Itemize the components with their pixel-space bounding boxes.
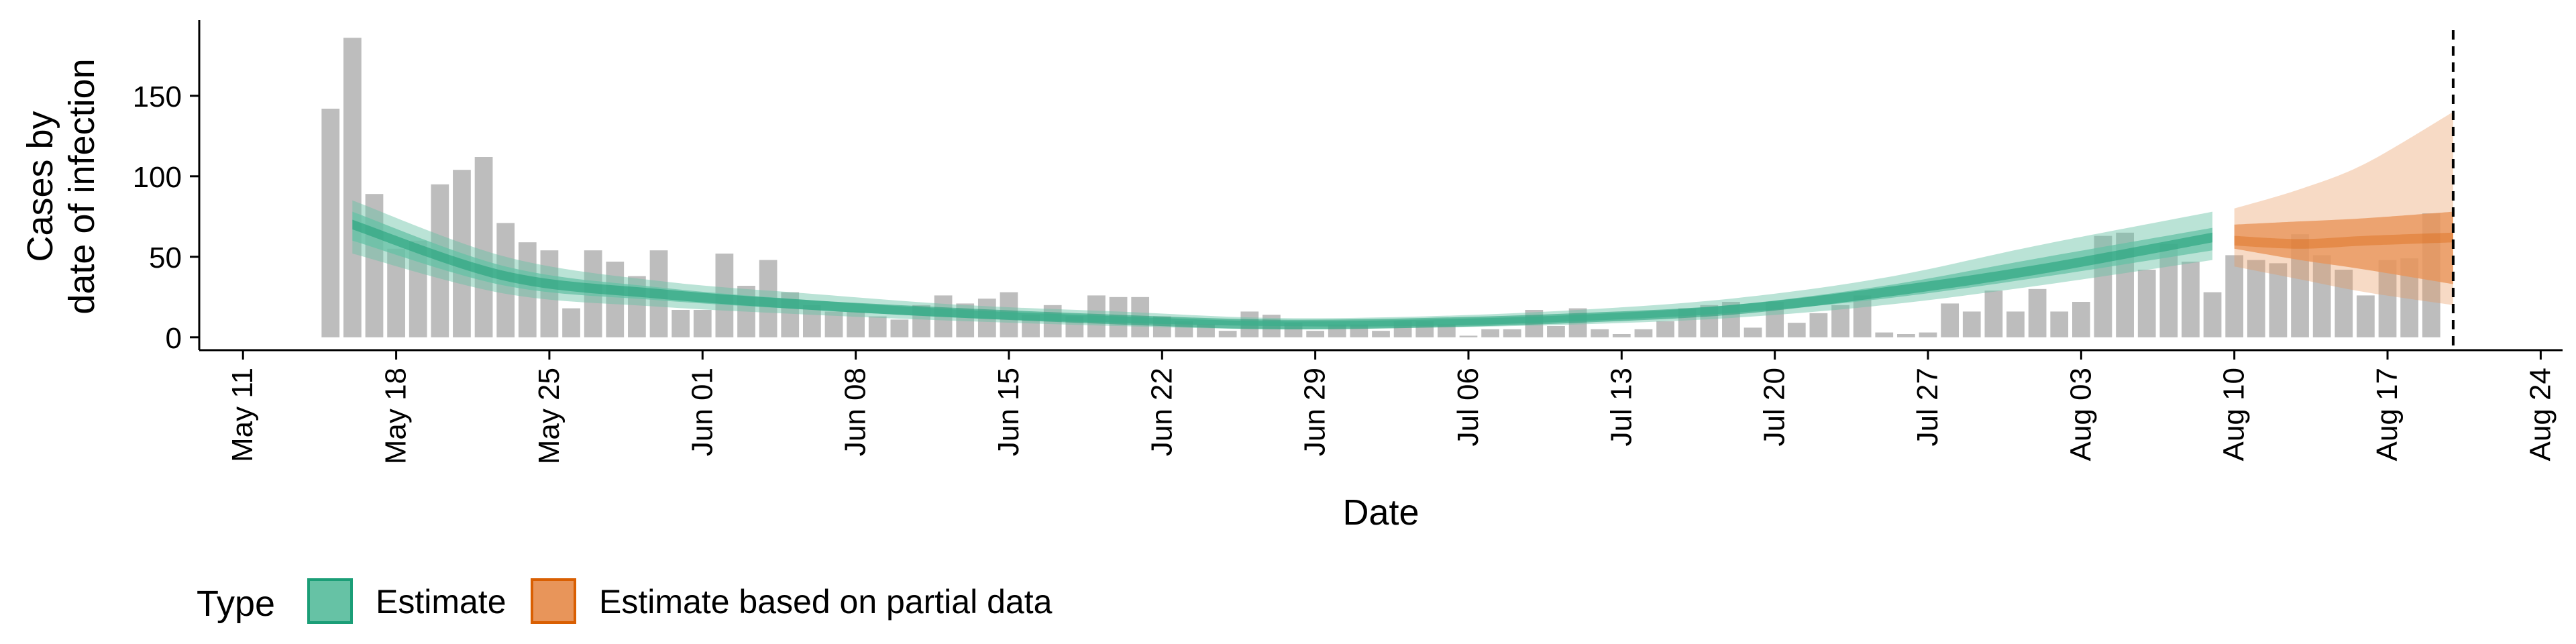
x-tick-label: Jun 15 xyxy=(992,368,1025,456)
legend-title: Type xyxy=(197,584,275,624)
case-bar xyxy=(1547,326,1565,337)
case-bar xyxy=(2182,262,2200,337)
case-bar xyxy=(1787,323,1806,337)
case-bar xyxy=(1875,332,1894,337)
x-tick-label: Jul 06 xyxy=(1452,368,1485,446)
case-bar xyxy=(1941,303,1960,337)
y-tick-label: 100 xyxy=(133,161,182,194)
case-bar xyxy=(1481,329,1499,337)
case-bar xyxy=(1459,335,1478,337)
case-bar xyxy=(1591,329,1609,337)
case-bar xyxy=(1809,313,1828,337)
case-bar xyxy=(672,310,690,337)
case-bar xyxy=(1962,311,1981,337)
case-bar xyxy=(2072,302,2090,337)
case-bar xyxy=(387,248,405,337)
case-bar xyxy=(868,316,887,337)
case-bar xyxy=(1831,305,1849,337)
case-bar xyxy=(693,310,712,337)
case-bar xyxy=(2050,311,2069,337)
legend-label: Estimate xyxy=(376,583,506,621)
y-tick-label: 150 xyxy=(133,80,182,113)
x-tick-label: Jul 27 xyxy=(1911,368,1944,446)
case-bar xyxy=(1897,334,1915,337)
y-tick-label: 50 xyxy=(149,241,182,274)
case-bar xyxy=(2334,270,2353,337)
x-axis-title: Date xyxy=(1342,492,1419,533)
case-bar xyxy=(1919,332,1937,337)
case-bar xyxy=(1743,327,1762,337)
estimate-outer-band xyxy=(352,200,2213,329)
case-bar xyxy=(1656,321,1674,337)
case-bar xyxy=(2269,263,2288,337)
case-bar xyxy=(824,311,843,337)
x-tick-label: Aug 17 xyxy=(2371,368,2404,461)
case-bar xyxy=(2137,270,2156,337)
case-bar xyxy=(1437,324,1456,337)
ribbon-layer xyxy=(352,111,2453,330)
partial-estimate-inner-band xyxy=(2234,211,2453,284)
case-bar xyxy=(890,319,909,337)
partial-estimate-median-band xyxy=(2234,232,2453,249)
case-bar xyxy=(562,308,580,337)
x-tick-label: May 25 xyxy=(533,368,566,464)
x-tick-label: Jun 08 xyxy=(839,368,872,456)
case-bar xyxy=(2006,311,2025,337)
x-tick-label: Jul 20 xyxy=(1758,368,1791,446)
legend: Type Estimate Estimate based on partial da… xyxy=(197,578,1053,624)
case-bar xyxy=(474,157,493,337)
x-tick-label: Aug 24 xyxy=(2524,368,2557,461)
x-tick-label: Jun 01 xyxy=(686,368,718,456)
case-bar xyxy=(1853,295,1872,337)
case-bar xyxy=(2203,292,2222,337)
legend-swatch xyxy=(531,578,576,624)
case-bar xyxy=(2159,244,2178,337)
case-bar xyxy=(1503,329,1521,337)
case-bar xyxy=(847,311,865,337)
case-bar xyxy=(1634,329,1653,337)
x-tick-label: May 18 xyxy=(380,368,413,464)
x-tick-label: Jul 13 xyxy=(1605,368,1638,446)
case-bar xyxy=(2028,288,2047,337)
case-bar xyxy=(1984,290,2003,337)
x-tick-label: Aug 03 xyxy=(2064,368,2097,461)
y-tick-label: 0 xyxy=(166,322,182,355)
case-bar xyxy=(737,286,755,337)
case-bar xyxy=(1218,331,1237,337)
legend-swatch xyxy=(307,578,353,624)
case-bar xyxy=(2312,255,2331,337)
case-bar xyxy=(1306,331,1325,337)
case-bar xyxy=(1372,331,1390,337)
axes-layer: 0 50 100 150 May 11 May 18 May 25 Jun 01 Jun 08 J… xyxy=(20,20,2563,533)
case-bar xyxy=(803,305,821,337)
case-bar xyxy=(2225,255,2244,337)
case-bar xyxy=(540,250,559,337)
case-bar xyxy=(343,38,362,337)
case-bar xyxy=(2247,260,2265,337)
legend-label: Estimate based on partial data xyxy=(599,583,1053,621)
y-axis-title: Cases bydate of infection xyxy=(20,58,102,314)
case-bar xyxy=(606,262,625,337)
case-bar xyxy=(2357,295,2375,337)
x-tick-label: Jun 29 xyxy=(1299,368,1332,456)
estimate-median-band xyxy=(352,219,2213,330)
case-bar xyxy=(1612,334,1631,337)
x-tick-label: Aug 10 xyxy=(2218,368,2251,461)
legend-item-partial: Estimate based on partial data xyxy=(531,578,1053,624)
x-tick-label: Jun 22 xyxy=(1145,368,1178,456)
case-bar xyxy=(321,109,340,337)
x-tick-label: May 11 xyxy=(226,368,259,462)
legend-item-estimate: Estimate xyxy=(307,578,506,624)
